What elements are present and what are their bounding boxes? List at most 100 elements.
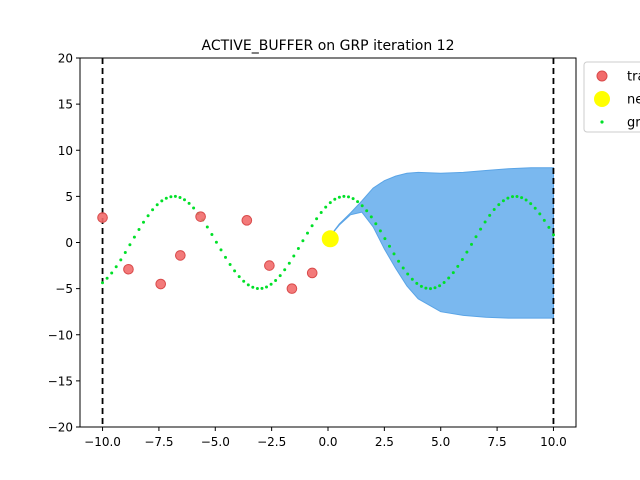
ground-truth-point [214,240,218,244]
y-tick-label: −5 [55,282,73,296]
ground-truth-point [438,284,442,288]
ground-truth-point [342,194,346,198]
ground-truth-point [356,200,360,204]
ground-truth-point [383,237,387,241]
ground-truth-point [511,195,514,199]
ground-truth-point [155,203,159,207]
axes: −10.0 −7.5 −5.0 −2.5 0.0 2.5 5.0 7.5 10.0 −20 −15 −… [48,52,577,449]
ground-truth-point [378,229,382,233]
x-tick-label: 2.5 [375,435,394,449]
ground-truth-point [119,258,123,262]
training-point [155,278,167,290]
ground-truth-point [242,279,246,283]
ground-truth-point [210,233,214,236]
y-tick-label: −15 [48,374,73,388]
ground-truth-point [169,195,173,199]
training-point [286,283,298,294]
ground-truth-point [164,196,168,200]
ground-truth-point [328,201,332,205]
ground-truth-point [392,252,396,256]
new-point [321,230,339,248]
ground-truth-point [178,196,182,199]
ground-truth-point [274,279,278,282]
training-point [175,250,186,261]
ground-truth-point [529,202,533,206]
ground-truth-point [110,271,114,275]
y-tick-label: 10 [58,144,73,158]
chart-title: ACTIVE_BUFFER on GRP iteration 12 [202,38,455,54]
training-point [97,212,108,223]
ground-truth-point [365,209,369,213]
ground-truth-point [547,225,551,229]
ground-truth-point [415,281,419,285]
ground-truth-point [483,220,487,224]
ground-truth-point [533,206,537,210]
ground-truth-point [255,287,259,290]
ground-truth-point [310,224,314,228]
legend-marker-tra [596,70,608,82]
ground-truth-point [301,239,305,243]
ground-truth-point [128,243,132,247]
ground-truth-point [369,215,373,219]
ground-truth-point [173,194,177,198]
legend-marker-gr [600,120,604,124]
legend-label: ne [627,93,640,108]
ground-truth-point [146,214,150,218]
ground-truth-point [538,212,542,216]
ground-truth-point [123,251,127,254]
ground-truth-point [142,220,145,224]
y-tick-label: 0 [65,236,73,250]
ground-truth-point [479,227,483,231]
legend-marker-ne [594,91,610,107]
ground-truth-point [397,259,401,263]
ground-truth-point [269,282,273,286]
ground-truth-point [451,271,455,275]
y-tick-label: −10 [48,328,73,342]
ground-truth-point [506,196,510,200]
training-point [241,215,253,226]
ground-truth-point [388,244,391,248]
x-tick-label: −10.0 [84,435,121,449]
ground-truth-point [224,255,227,259]
y-tick-label: −20 [48,421,73,435]
ground-truth-point [137,228,141,231]
ground-truth-point [287,261,291,265]
ground-truth-point [187,201,191,205]
training-point [195,211,206,222]
ground-truth-point [460,258,464,261]
ground-truth-point [114,265,118,269]
ground-truth-point [237,275,241,279]
ground-truth-point [160,199,164,203]
x-tick-label: −5.0 [201,435,230,449]
x-tick-label: 7.5 [488,435,507,449]
ground-truth-point [228,263,232,266]
y-tick-label: 15 [58,98,73,112]
ground-truth-point [306,231,309,235]
ground-truth-point [251,285,255,289]
ground-truth-point [501,199,505,203]
training-point [306,267,318,279]
ground-truth-point [292,254,296,258]
ground-truth-point [324,205,328,209]
ground-truth-point [278,274,282,278]
x-tick-label: −7.5 [144,435,173,449]
ground-truth-point [542,218,546,222]
ground-truth-point [515,195,519,198]
ground-truth-point [283,268,287,272]
training-point [264,260,275,271]
ground-truth-point [488,213,492,217]
plot-area [97,58,555,427]
legend-label: gr [627,116,640,131]
ground-truth-point [296,247,300,250]
ground-truth-point [524,198,528,202]
ground-truth-point [410,277,414,281]
ground-truth-point [265,285,268,289]
ground-truth-point [442,281,446,284]
ground-truth-point [315,217,319,221]
ground-truth-point [347,195,350,199]
ground-truth-point [552,233,555,237]
legend: tra ne gr [583,61,640,133]
ground-truth-point [474,235,478,239]
ground-truth-point [470,242,473,246]
